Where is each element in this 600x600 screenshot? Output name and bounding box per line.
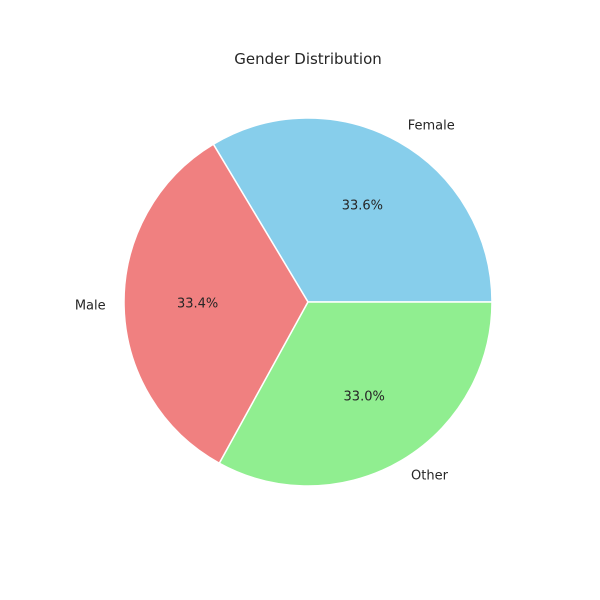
chart-title: Gender Distribution <box>234 50 382 68</box>
pie-slice-other <box>218 301 493 487</box>
percent-label-other: 33.0% <box>344 390 385 405</box>
percent-label-male: 33.4% <box>177 297 218 312</box>
slice-label-other: Other <box>411 469 449 484</box>
pie-slice-male <box>123 143 309 465</box>
pie-slices <box>123 117 493 487</box>
slice-label-female: Female <box>408 118 455 133</box>
pie-labels: Female 33.6% Male 33.4% Other 33.0% <box>75 118 455 483</box>
slice-label-male: Male <box>75 298 106 313</box>
percent-label-female: 33.6% <box>342 198 383 213</box>
pie-slice-female <box>212 117 493 303</box>
